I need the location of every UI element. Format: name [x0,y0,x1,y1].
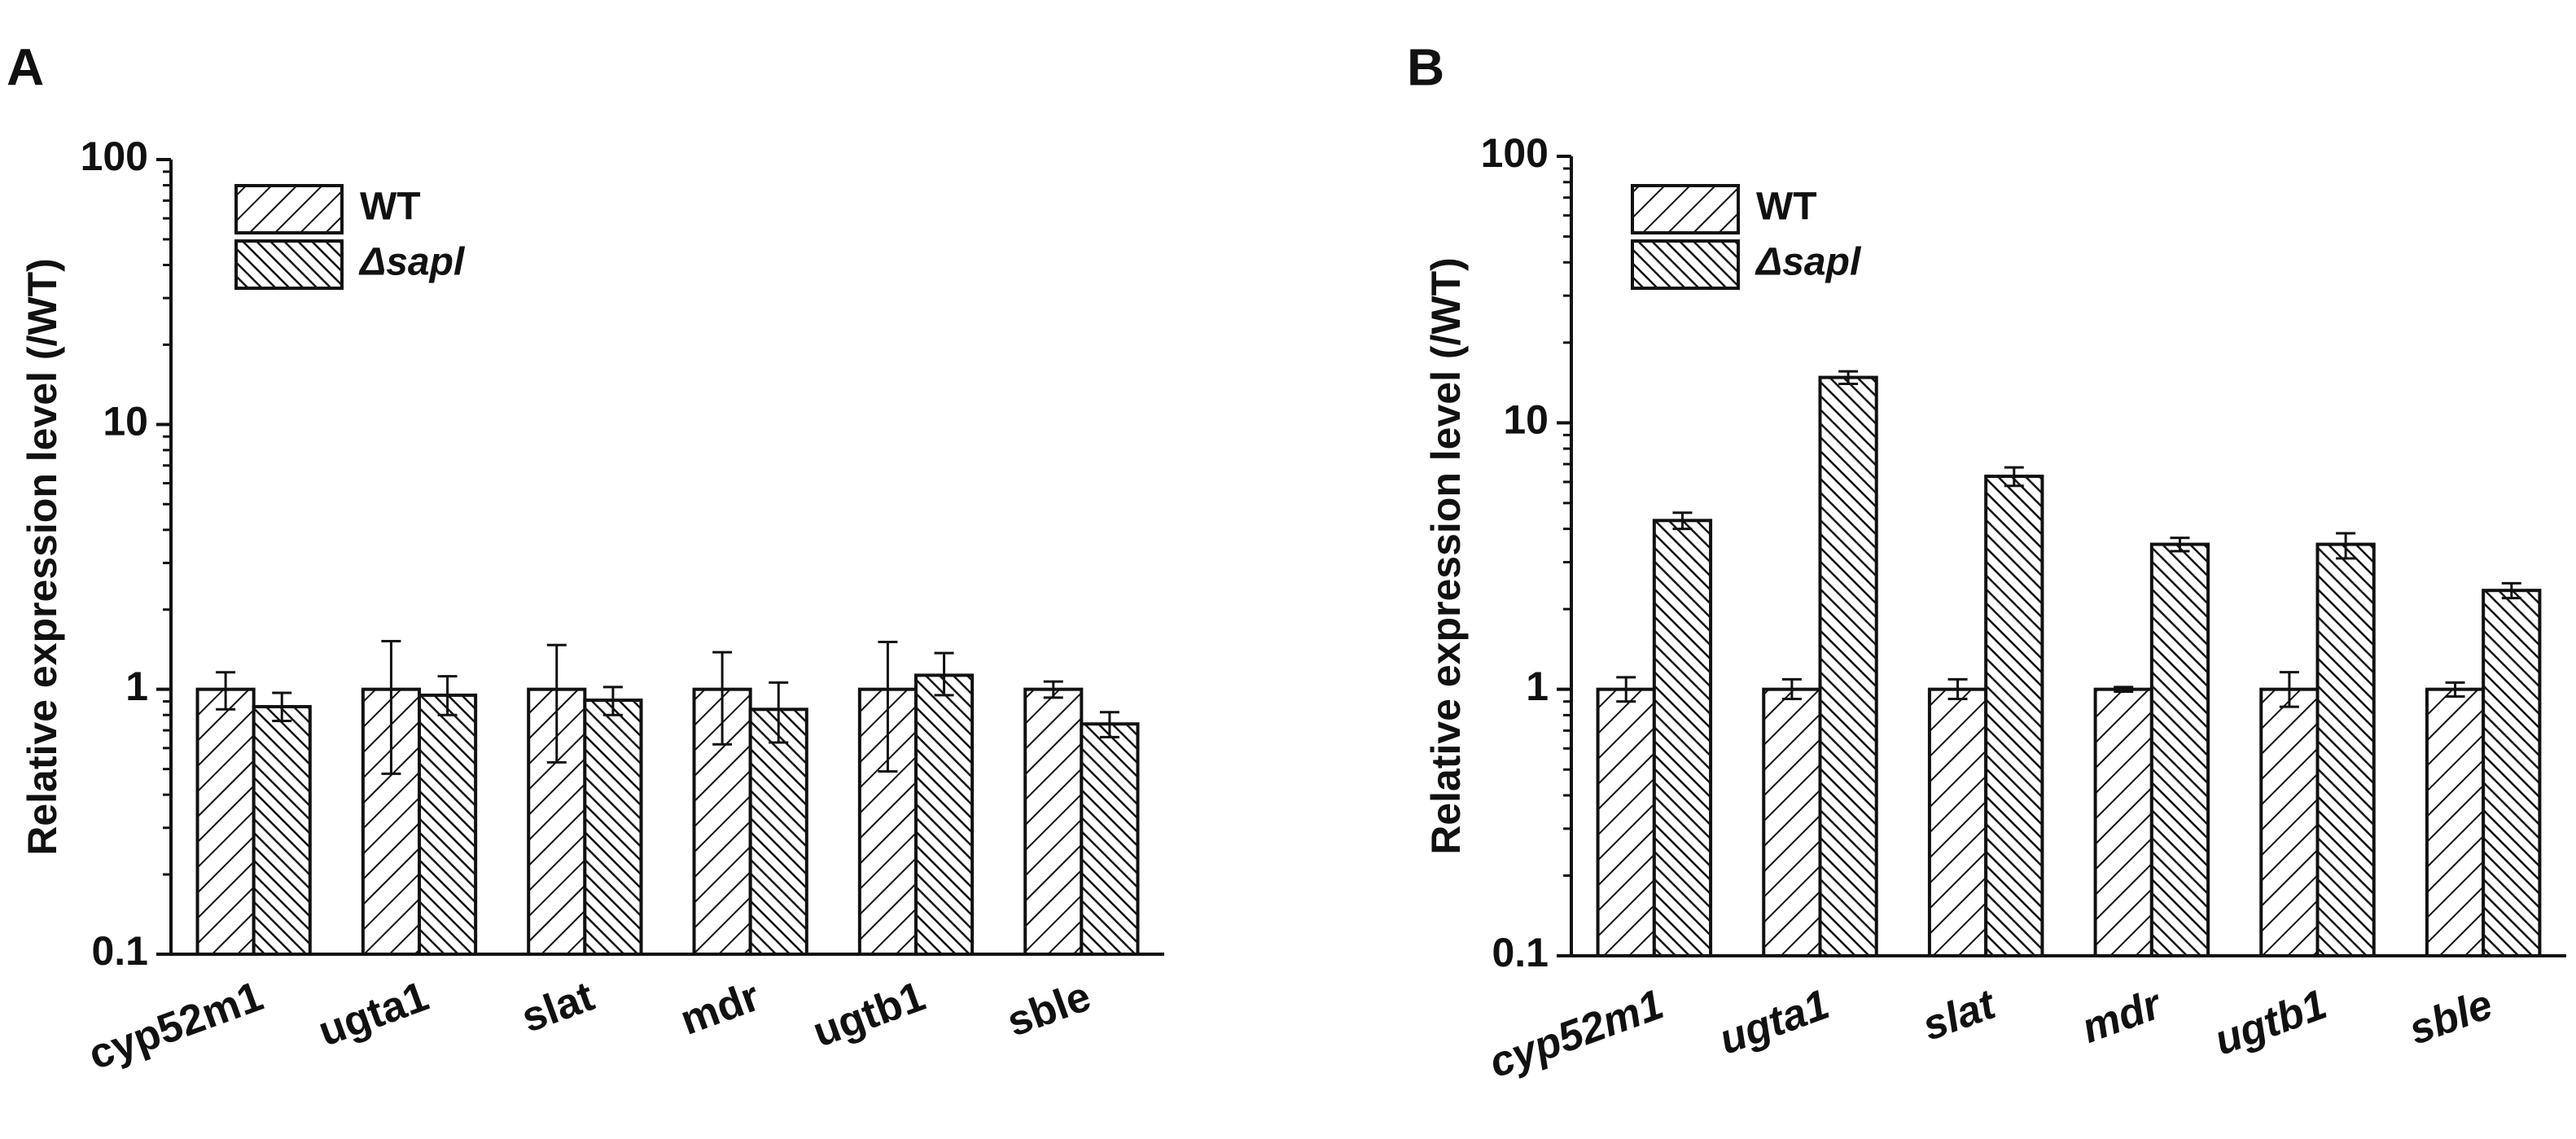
bar-mutant-ugtb1 [2315,542,2376,957]
legend-swatch-mutant [234,239,344,290]
bar-mutant-mdr [748,707,808,956]
panel-label: A [7,37,44,96]
x-category-label: slat [515,973,600,1042]
y-tick-label: 1 [125,664,148,709]
bar-wt-ugtb1 [2259,687,2320,958]
bar-mutant-sble [2482,589,2542,957]
legend-label-wt: WT [1756,186,1817,229]
x-category-label: ugtb1 [807,973,931,1057]
legend-label-mutant: Δsapl [1755,241,1862,284]
x-category-label: mdr [674,973,765,1045]
legend-label-wt: WT [360,186,421,229]
x-category-label: ugtb1 [2208,981,2333,1065]
x-category-label: sble [2403,981,2499,1054]
legend-swatch-wt [1631,184,1740,234]
y-tick-label: 0.1 [1492,930,1549,975]
bar-wt-sble [2425,687,2486,958]
bar-mutant-sble [1080,722,1140,956]
bar-mutant-ugtb1 [914,673,975,957]
y-tick-label: 10 [103,399,148,445]
bar-wt-sble [1023,687,1084,957]
y-tick-label: 100 [1481,130,1549,176]
bar-mutant-slat [1984,475,2044,957]
bar-wt-mdr [2093,687,2153,958]
panel-a: A 0.1 1 10 100 Relative expression level (/WT… [7,37,1164,1079]
panel-label: B [1407,37,1444,96]
panel-b: B 0.1 1 10 100 Relative expression level (/WT… [1407,37,2566,1087]
y-tick-label: 100 [81,134,148,179]
y-axis-title: Relative expression level (/WT) [1423,257,1469,855]
bar-wt-slat [1927,687,1988,958]
x-category-label: slat [1917,980,2004,1050]
y-tick-label: 10 [1503,397,1549,443]
bar-mutant-ugta1 [1818,375,1878,957]
bar-mutant-slat [583,698,643,956]
legend-label-mutant: Δsapl [358,241,466,284]
x-category-label: cyp52m1 [82,973,269,1080]
bar-mutant-ugta1 [418,693,478,957]
x-category-label: ugta1 [1713,981,1835,1064]
x-category-label: sble [1001,973,1097,1046]
bar-wt-ugta1 [1762,687,1822,958]
bar-mutant-cyp52m1 [252,704,312,956]
legend-swatch-mutant [1631,239,1740,290]
x-category-label: mdr [2075,980,2169,1053]
x-category-label: ugta1 [313,973,435,1056]
y-tick-label: 1 [1526,664,1549,709]
bar-mutant-mdr [2149,542,2210,957]
bar-wt-cyp52m1 [195,687,256,957]
y-tick-label: 0.1 [91,928,148,974]
legend-swatch-wt [234,184,344,234]
bar-mutant-cyp52m1 [1652,519,1713,957]
bar-wt-cyp52m1 [1596,687,1656,958]
y-axis-title: Relative expression level (/WT) [20,258,65,856]
x-category-label: cyp52m1 [1483,981,1670,1088]
